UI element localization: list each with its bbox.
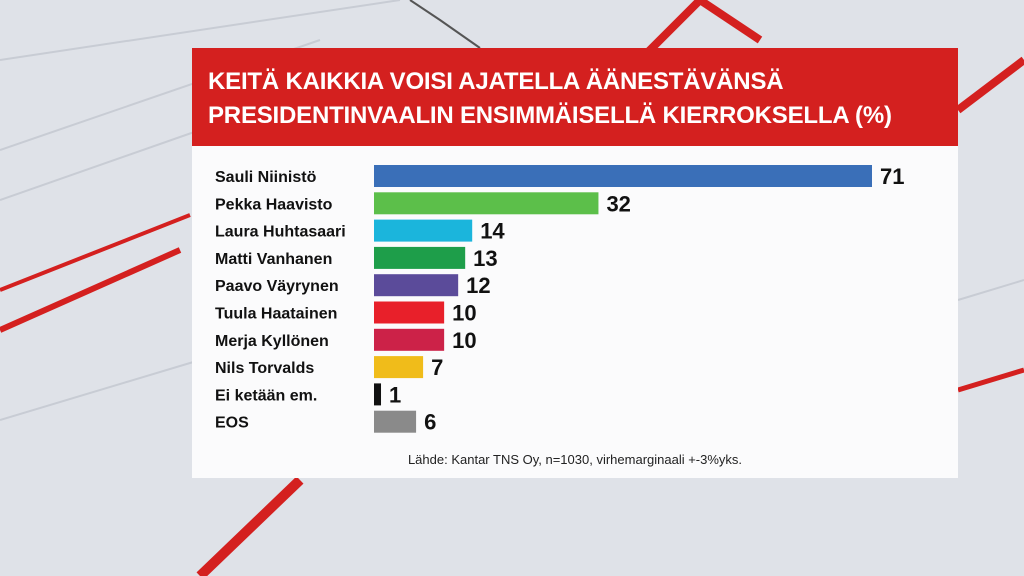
bar (374, 192, 599, 215)
data-label: 10 (452, 328, 476, 353)
bar (374, 274, 459, 297)
data-label: 14 (480, 219, 505, 244)
category-label: Tuula Haatainen (215, 306, 337, 323)
bar (374, 383, 382, 406)
bar (374, 219, 473, 242)
bar (374, 328, 445, 351)
data-label: 13 (473, 246, 497, 271)
bar (374, 410, 417, 433)
category-label: Ei ketään em. (215, 387, 317, 404)
category-label: Paavo Väyrynen (215, 278, 339, 295)
bar (374, 356, 424, 379)
data-label: 12 (466, 273, 490, 298)
title-line-1: KEITÄ KAIKKIA VOISI AJATELLA ÄÄNESTÄVÄNS… (208, 68, 784, 95)
category-label: Laura Huhtasaari (215, 224, 346, 241)
category-label: Sauli Niinistö (215, 169, 317, 186)
data-label: 6 (424, 410, 436, 435)
data-label: 71 (880, 164, 904, 189)
category-label: Merja Kyllönen (215, 333, 329, 350)
bar (374, 246, 466, 269)
chart-title: KEITÄ KAIKKIA VOISI AJATELLA ÄÄNESTÄVÄNS… (208, 65, 892, 133)
category-label: Pekka Haavisto (215, 196, 333, 213)
bar (374, 165, 872, 187)
chart-header: KEITÄ KAIKKIA VOISI AJATELLA ÄÄNESTÄVÄNS… (192, 48, 958, 146)
category-label: EOS (215, 415, 249, 432)
category-label: Matti Vanhanen (215, 251, 332, 268)
data-label: 7 (431, 355, 443, 380)
data-label: 10 (452, 301, 476, 326)
title-line-2: PRESIDENTINVAALIN ENSIMMÄISELLÄ KIERROKS… (208, 102, 892, 129)
source-note: Lähde: Kantar TNS Oy, n=1030, virhemargi… (407, 452, 743, 467)
data-label: 1 (389, 382, 401, 407)
chart-panel: KEITÄ KAIKKIA VOISI AJATELLA ÄÄNESTÄVÄNS… (192, 48, 958, 478)
category-label: Nils Torvalds (215, 360, 314, 377)
bar (374, 301, 445, 324)
data-label: 32 (606, 191, 630, 216)
